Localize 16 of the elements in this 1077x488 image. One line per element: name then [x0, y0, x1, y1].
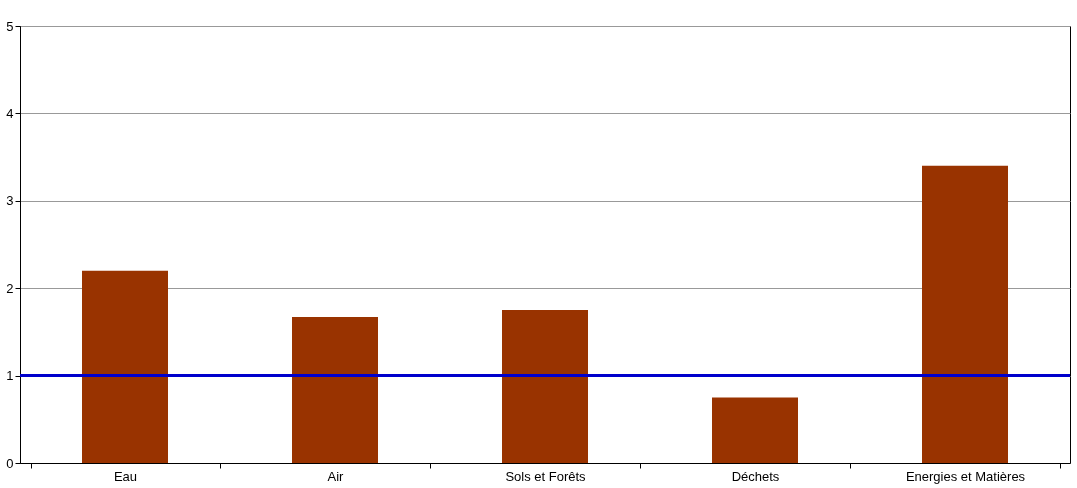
- bar: [502, 310, 588, 463]
- x-tick-label: Sols et Forêts: [505, 468, 587, 484]
- bar: [712, 397, 798, 463]
- bar: [82, 270, 168, 463]
- x-tick-label: Déchets: [731, 468, 780, 484]
- y-tick-label: 1: [6, 368, 14, 384]
- x-tick-label: Energies et Matières: [905, 468, 1026, 484]
- y-tick-label: 2: [6, 280, 14, 296]
- y-tick-label: 0: [6, 455, 14, 471]
- y-tick-label: 5: [6, 18, 14, 34]
- x-tick-label: Air: [327, 468, 345, 484]
- bar: [922, 165, 1008, 463]
- x-tick-label: Eau: [113, 468, 138, 484]
- bar: [292, 317, 378, 463]
- y-tick-label: 4: [6, 105, 14, 121]
- y-tick-label: 3: [6, 193, 14, 209]
